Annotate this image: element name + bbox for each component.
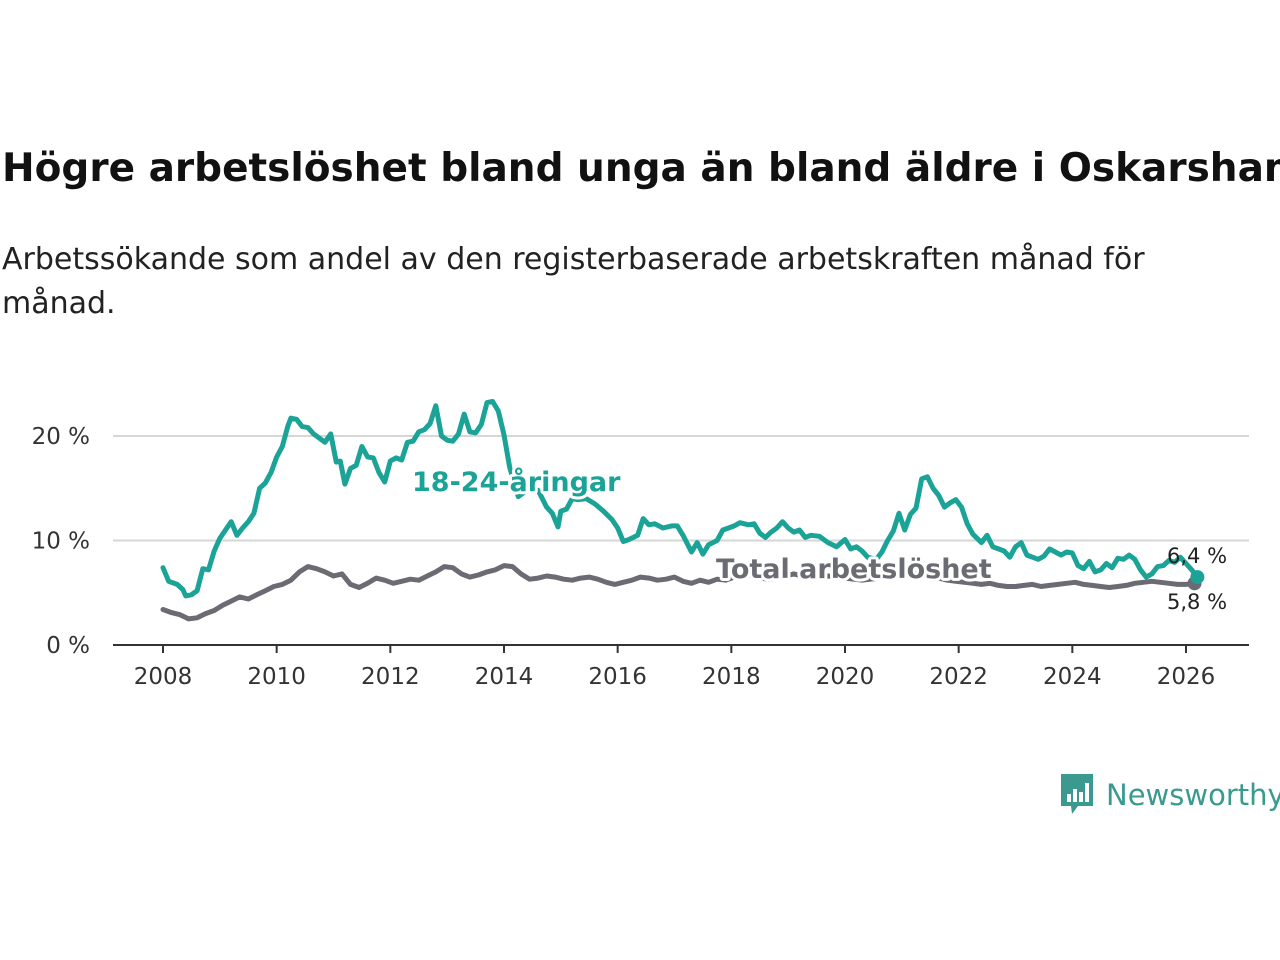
youth-end-point	[1190, 570, 1205, 585]
x-tick-label: 2018	[702, 664, 761, 690]
x-tick-label: 2008	[134, 664, 193, 690]
y-tick-label: 10 %	[32, 529, 90, 555]
chart-subtitle: Arbetssökande som andel av den registerb…	[2, 242, 1145, 321]
axes: 0 % 10 % 20 % 2008 2010 2012 2014 2016 2018 2020 2…	[32, 424, 1249, 690]
x-tick-label: 2020	[816, 664, 875, 690]
x-tick-label: 2026	[1157, 664, 1216, 690]
youth-series-label-halo: 18-24-åringar	[412, 466, 621, 498]
series-lines	[160, 399, 1205, 622]
brand-name: Newsworthy	[1106, 778, 1280, 812]
youth-end-value: 6,4 %	[1167, 544, 1227, 568]
newsworthy-logo[interactable]: Newsworthy	[1058, 772, 1280, 818]
x-tick-label: 2016	[588, 664, 647, 690]
x-tick-label: 2010	[247, 664, 306, 690]
gridlines	[113, 435, 1249, 542]
youth-series-line	[160, 399, 1200, 599]
x-tick-label: 2022	[929, 664, 988, 690]
y-tick-label: 20 %	[32, 424, 90, 450]
x-tick-label: 2014	[475, 664, 534, 690]
newsworthy-icon	[1061, 774, 1093, 814]
x-tick-label: 2024	[1043, 664, 1102, 690]
total-series-label: Total arbetslöshet	[716, 554, 992, 585]
y-tick-label: 0 %	[46, 633, 90, 659]
total-series-line	[160, 563, 1197, 622]
total-end-value: 5,8 %	[1167, 590, 1227, 614]
total-series-label-halo: Total arbetslöshet	[716, 554, 992, 585]
youth-series-label: 18-24-åringar	[412, 466, 621, 498]
x-tick-label: 2012	[361, 664, 420, 690]
chart-title: Högre arbetslöshet bland unga än bland ä…	[2, 146, 1280, 191]
